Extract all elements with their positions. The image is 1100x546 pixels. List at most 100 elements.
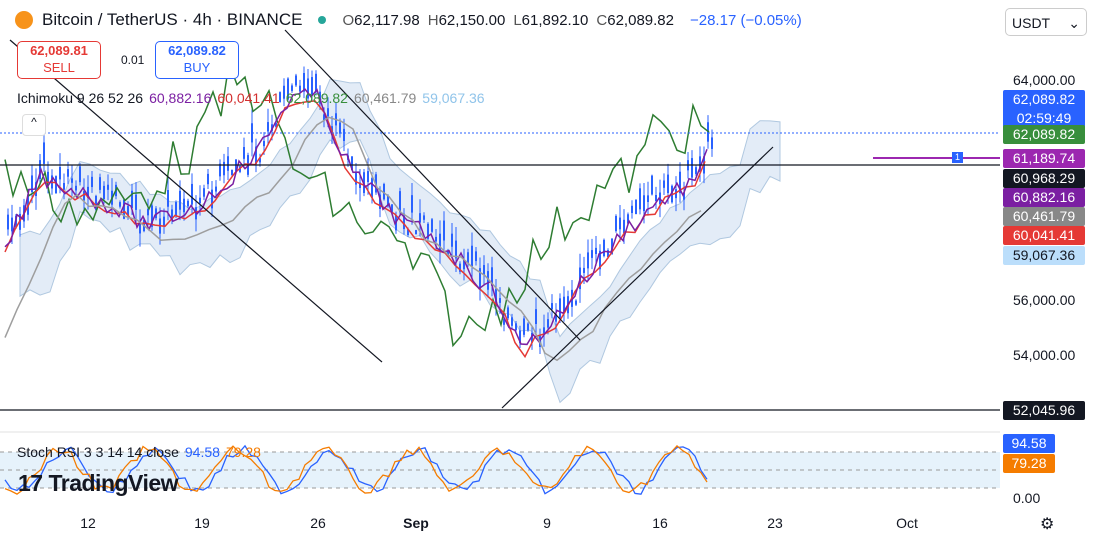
x-label: Oct <box>896 515 918 531</box>
candle-body <box>639 188 641 210</box>
candle-body <box>611 238 613 255</box>
x-label: 16 <box>652 515 668 531</box>
candle-body <box>483 265 485 276</box>
candle-body <box>211 189 213 209</box>
candle-body <box>635 199 637 215</box>
candle-body <box>99 177 101 190</box>
candle-body <box>223 161 225 176</box>
candle-body <box>667 174 669 194</box>
ohlc-key: H <box>427 11 439 29</box>
candle-body <box>67 169 69 177</box>
candle-body <box>291 85 293 91</box>
collapse-button[interactable]: ^ <box>22 114 46 136</box>
candle-body <box>119 202 121 207</box>
ichimoku-legend: Ichimoku 9 26 52 26 60,882.16 60,041.41 62,… <box>17 90 485 106</box>
candle-body <box>163 216 165 226</box>
x-label: 23 <box>767 515 783 531</box>
candle-body <box>427 223 429 239</box>
buy-price: 62,089.82 <box>168 43 226 58</box>
candle-body <box>587 252 589 269</box>
candle-body <box>523 318 525 335</box>
candle-body <box>599 250 601 270</box>
ohlc-value: 62,117.98 <box>354 11 420 29</box>
candle-body <box>555 314 557 322</box>
trendline <box>501 146 774 409</box>
candle-body <box>315 73 317 92</box>
candle-body <box>547 319 549 328</box>
price-label: 54,000.00 <box>1013 347 1076 363</box>
candle-body <box>515 323 517 330</box>
candle-body <box>695 167 697 174</box>
candle-body <box>287 78 289 100</box>
candle-body <box>135 194 137 210</box>
candle-body <box>459 263 461 272</box>
candle-body <box>591 250 593 258</box>
candle-body <box>543 327 545 334</box>
indicator-line <box>4 116 702 362</box>
candle-body <box>683 192 685 200</box>
candle-body <box>215 186 217 192</box>
candle-body <box>563 296 565 312</box>
price-tag: 62,089.82 <box>1003 125 1085 144</box>
candle-body <box>355 172 357 185</box>
candle-body <box>451 233 453 247</box>
price-tag-line: 52,045.96 <box>1012 402 1076 418</box>
alert-marker[interactable]: 1 <box>952 152 963 163</box>
candle-body <box>255 146 257 165</box>
candle-body <box>75 185 77 191</box>
candle-body <box>583 267 585 273</box>
stoch-tag: 79.28 <box>1003 454 1055 473</box>
candle-body <box>359 182 361 188</box>
price-tag: 60,882.16 <box>1003 188 1085 207</box>
candle-body <box>499 298 501 303</box>
price-tag: 52,045.96 <box>1003 401 1085 420</box>
candle-body <box>267 122 269 132</box>
candle-body <box>79 166 81 183</box>
price-label: 56,000.00 <box>1013 292 1076 308</box>
candle-body <box>323 114 325 121</box>
candle-body <box>559 298 561 319</box>
candle-body <box>531 332 533 343</box>
candle-body <box>139 222 141 234</box>
x-label: 26 <box>310 515 326 531</box>
candle-body <box>631 205 633 214</box>
ohlc-key: O <box>342 11 355 29</box>
candle-body <box>371 178 373 198</box>
candle-body <box>455 240 457 259</box>
candle-body <box>295 75 297 86</box>
candle-body <box>259 158 261 163</box>
candle-body <box>507 307 509 319</box>
candle-body <box>619 217 621 230</box>
candle-body <box>511 317 513 326</box>
candle-body <box>283 85 285 99</box>
sell-button[interactable]: 62,089.81 SELL <box>17 41 101 79</box>
price-tag-line: 62,089.82 <box>1012 91 1076 107</box>
candle-body <box>131 190 133 208</box>
indicator-line <box>4 88 708 346</box>
candle-body <box>471 245 473 267</box>
ind-value: 94.58 <box>184 444 220 460</box>
sell-label: SELL <box>43 60 75 75</box>
ohlc: O62,117.98 H62,150.00 L61,892.10 C62,089.82 <box>342 12 682 29</box>
candle-body <box>391 204 393 213</box>
candle-body <box>447 250 449 255</box>
candle-body <box>551 303 553 310</box>
buy-button[interactable]: 62,089.82 BUY <box>155 41 239 79</box>
candle-body <box>71 178 73 183</box>
candle-body <box>535 309 537 325</box>
cloud <box>19 78 781 404</box>
x-label: 9 <box>543 515 551 531</box>
candle-body <box>663 180 665 188</box>
settings-icon[interactable]: ⚙ <box>1040 516 1055 533</box>
stoch-legend: Stoch RSI 3 3 14 14 close 94.58 79.28 <box>17 444 261 460</box>
stoch-line <box>4 445 708 495</box>
candle-body <box>171 209 173 220</box>
spread: 0.01 <box>121 53 145 67</box>
currency: USDT <box>1012 15 1051 31</box>
candle-body <box>339 122 341 134</box>
ind-value: 59,067.36 <box>422 90 485 106</box>
ohlc-key: C <box>596 11 608 29</box>
currency-select[interactable]: USDT ⌄ <box>1005 8 1087 36</box>
price-tag-line: 62,089.82 <box>1012 126 1076 142</box>
candle-body <box>431 219 433 232</box>
